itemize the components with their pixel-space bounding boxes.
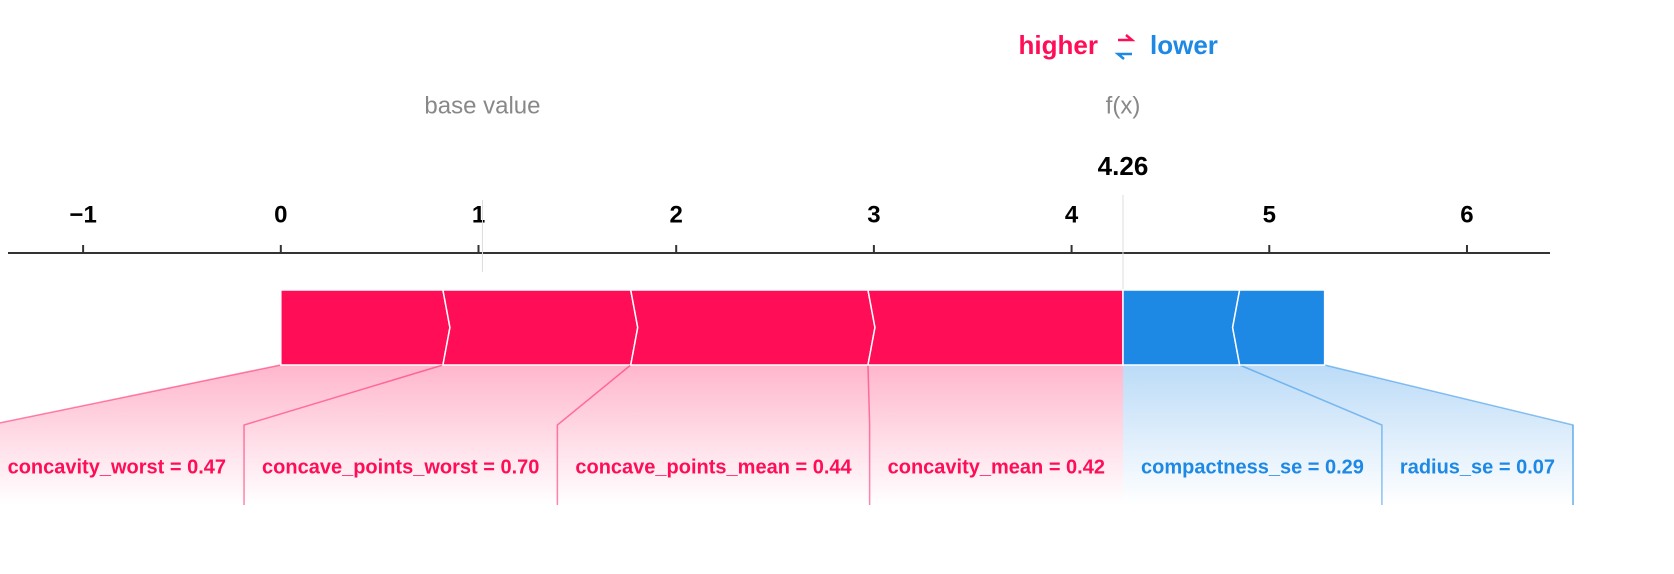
x-tick-label: 5	[1263, 201, 1276, 228]
force-bar	[280, 289, 451, 366]
feature-label: concavity_mean = 0.42	[888, 456, 1105, 478]
x-tick-label: 6	[1460, 201, 1473, 228]
connector	[0, 365, 443, 505]
feature-label: concave_points_mean = 0.44	[575, 456, 852, 478]
lower-label: lower	[1150, 30, 1218, 60]
direction-arrows	[1114, 34, 1136, 60]
force-bar	[629, 289, 876, 366]
connector	[244, 365, 631, 505]
x-tick-label: 4	[1065, 201, 1079, 228]
connector-edge	[867, 364, 871, 505]
fx-value: 4.26	[1098, 151, 1149, 181]
x-tick-label: −1	[69, 201, 96, 228]
x-tick-label: 2	[670, 201, 683, 228]
connector-edge	[556, 364, 632, 505]
x-tick-label: 1	[472, 201, 485, 228]
higher-label: higher	[1019, 30, 1098, 60]
force-bar	[1122, 289, 1241, 366]
force-bar	[442, 289, 639, 366]
x-tick-label: 0	[274, 201, 287, 228]
connector	[1122, 365, 1382, 505]
x-tick-label: 3	[867, 201, 880, 228]
force-bar	[867, 289, 1124, 366]
connector-edge	[0, 364, 281, 424]
feature-label: concavity_worst = 0.47	[8, 456, 226, 478]
force-bar	[1231, 289, 1326, 366]
feature-label: radius_se = 0.07	[1400, 456, 1555, 478]
connector	[557, 365, 870, 505]
feature-label: compactness_se = 0.29	[1141, 456, 1364, 478]
base-value-label: base value	[424, 92, 540, 119]
fx-label: f(x)	[1106, 92, 1141, 119]
connector-edge	[1239, 364, 1383, 505]
connector-edge	[243, 364, 444, 505]
connector	[867, 365, 1123, 505]
feature-label: concave_points_worst = 0.70	[262, 456, 539, 478]
